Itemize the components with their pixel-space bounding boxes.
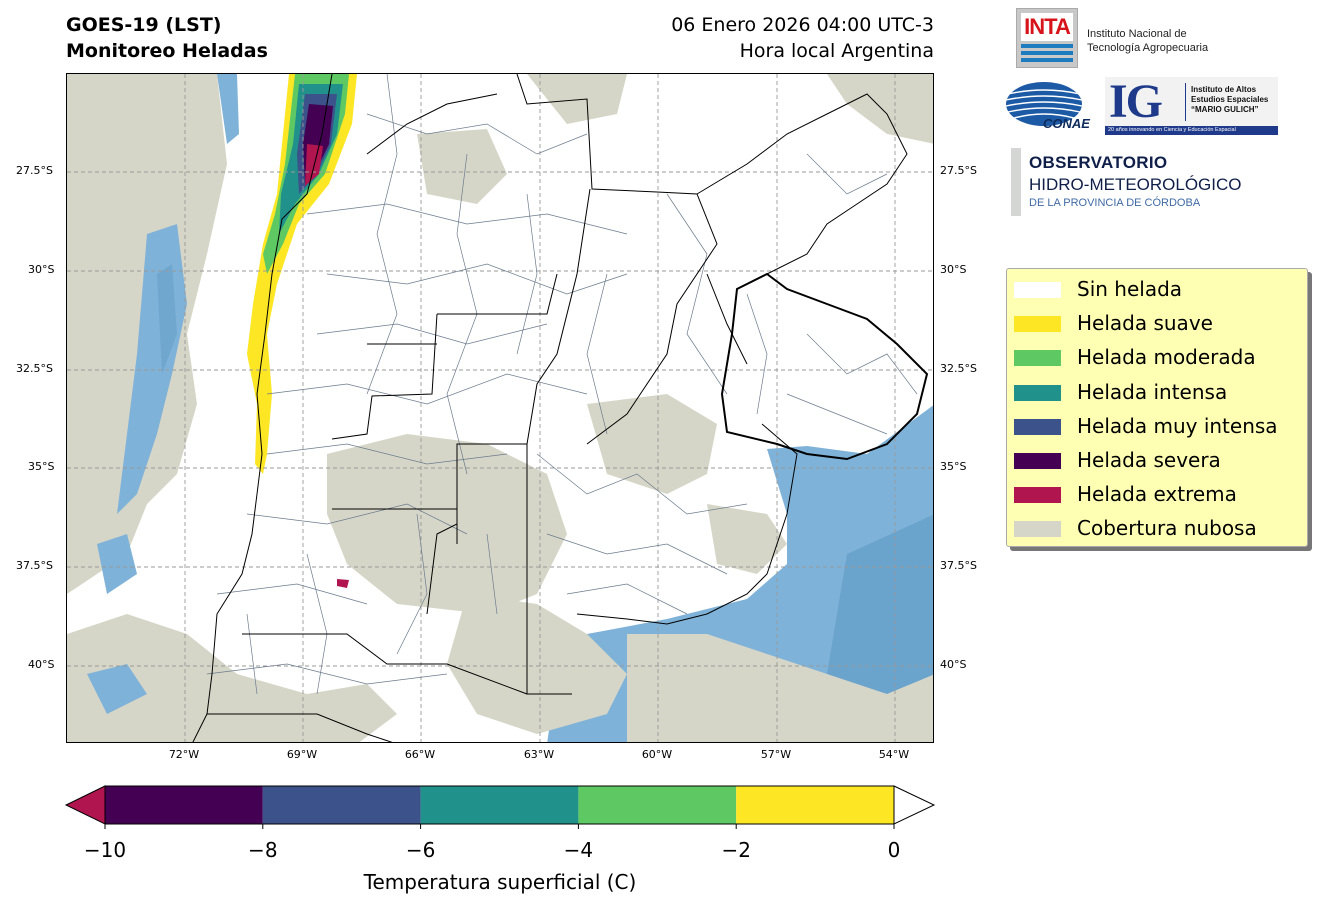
frost-band [247, 74, 357, 588]
misiones-border [696, 93, 908, 290]
map-date: 06 Enero 2026 04:00 UTC-3 Hora local Arg… [671, 12, 934, 64]
legend-swatch [1014, 453, 1061, 469]
observatorio-line1: OBSERVATORIO [1029, 153, 1168, 172]
date-line-2: Hora local Argentina [739, 40, 934, 62]
legend-label: Cobertura nubosa [1077, 516, 1257, 541]
inta-name-line2: Tecnología Agropecuaria [1087, 42, 1209, 54]
department-borders [206, 74, 918, 695]
lon-label: 60°W [641, 748, 673, 761]
map-title: GOES-19 (LST) Monitoreo Heladas [66, 12, 268, 64]
colorbar-segment [262, 786, 421, 824]
legend-swatch [1014, 384, 1061, 401]
lon-label: 66°W [404, 748, 436, 761]
inta-name-line1: Instituto Nacional de [1087, 28, 1187, 40]
observatorio-line2: HIDRO-METEOROLÓGICO [1029, 175, 1242, 194]
inta-logo-stripe [1021, 51, 1073, 55]
legend-swatch [1014, 282, 1061, 298]
ig-divider [1185, 83, 1186, 121]
legend-item: Helada intensa [1014, 376, 1304, 410]
lat-label: 30°S [28, 263, 55, 276]
ig-name: Instituto de Altos Estudios Espaciales “… [1191, 85, 1268, 115]
conae-word: CONAE [1043, 116, 1090, 131]
inta-logo-stripe [1021, 58, 1073, 62]
legend-label: Helada severa [1077, 448, 1221, 472]
colorbar-tick-label: −4 [563, 838, 594, 862]
colorbar-tick-label: −2 [721, 838, 751, 862]
legend-item: Helada moderada [1014, 341, 1304, 375]
colorbar-segment [420, 786, 579, 824]
legend-swatch [1014, 487, 1061, 504]
legend-item: Sin helada [1014, 273, 1304, 307]
legend-item: Helada severa [1014, 444, 1304, 478]
colorbar-tick-label: −8 [248, 838, 278, 862]
observatorio-logo-bar [1011, 148, 1021, 216]
title-line-1: GOES-19 (LST) [66, 14, 222, 36]
legend-label: Helada extrema [1077, 482, 1237, 507]
map-panel [66, 73, 934, 743]
ig-name-line1: Instituto de Altos [1191, 85, 1257, 94]
inta-logo-stripe [1021, 44, 1073, 48]
ig-tagline: 20 años innovando en Ciencia y Educación… [1105, 126, 1278, 135]
lon-label: 54°W [878, 748, 910, 761]
colorbar-label: Temperatura superficial (C) [363, 870, 637, 894]
lat-label: 30°S [940, 263, 967, 276]
legend-swatch [1014, 350, 1061, 367]
lat-label: 37.5°S [16, 559, 53, 572]
ig-logo: IG Instituto de Altos Estudios Espaciale… [1105, 77, 1278, 135]
legend-label: Helada suave [1077, 311, 1213, 336]
inta-logo: INTA [1016, 8, 1078, 68]
legend-item: Cobertura nubosa [1014, 512, 1304, 546]
province-borders [192, 74, 798, 742]
legend-item: Helada extrema [1014, 478, 1304, 512]
colorbar-frame [104, 785, 895, 825]
lat-label: 32.5°S [940, 362, 977, 375]
legend-label: Helada intensa [1077, 379, 1228, 404]
pacific-water-detail [157, 264, 177, 374]
legend-swatch [1014, 521, 1061, 538]
conae-logo [1005, 82, 1083, 126]
legend-label: Sin helada [1077, 277, 1183, 301]
date-line-1: 06 Enero 2026 04:00 UTC-3 [671, 14, 934, 36]
lon-label: 57°W [760, 748, 792, 761]
lat-label: 27.5°S [940, 164, 977, 177]
observatorio-line3: DE LA PROVINCIA DE CÓRDOBA [1029, 197, 1201, 209]
map-canvas [67, 74, 933, 742]
graticule [67, 74, 933, 742]
colorbar-segment [736, 786, 894, 824]
lat-label: 32.5°S [16, 362, 53, 375]
lat-label: 35°S [28, 460, 55, 473]
ig-letters: IG [1109, 75, 1163, 128]
lat-label: 40°S [28, 658, 55, 671]
legend-label: Helada muy intensa [1077, 413, 1278, 438]
colorbar-over-arrow [893, 785, 936, 825]
colorbar-under-arrow [64, 785, 106, 825]
ig-name-line2: Estudios Espaciales [1191, 95, 1269, 104]
lon-label: 69°W [286, 748, 318, 761]
legend-swatch [1014, 316, 1061, 333]
lat-label: 40°S [940, 658, 967, 671]
ig-name-line3: “MARIO GULICH” [1191, 105, 1259, 114]
colorbar-tick-label: −6 [405, 838, 436, 862]
title-line-2: Monitoreo Heladas [66, 40, 268, 62]
legend-item: Helada muy intensa [1014, 410, 1304, 444]
map-legend: Sin helada Helada suave Helada moderada Hel… [1006, 268, 1308, 547]
lat-label: 27.5°S [16, 164, 53, 177]
uruguay-border [720, 272, 929, 461]
colorbar-segment [105, 786, 263, 824]
colorbar-segment [578, 786, 737, 824]
legend-swatch [1014, 418, 1061, 435]
colorbar [64, 785, 936, 829]
legend-label: Helada moderada [1077, 345, 1256, 370]
lon-label: 72°W [168, 748, 200, 761]
lat-label: 35°S [940, 460, 967, 473]
lat-label: 37.5°S [940, 559, 977, 572]
lon-label: 63°W [523, 748, 555, 761]
inta-name: Instituto Nacional de Tecnología Agropec… [1087, 27, 1208, 55]
colorbar-tick-label: −10 [83, 838, 127, 862]
legend-item: Helada suave [1014, 307, 1304, 341]
inta-logo-word: INTA [1021, 13, 1073, 41]
colorbar-tick-label: 0 [887, 838, 901, 862]
